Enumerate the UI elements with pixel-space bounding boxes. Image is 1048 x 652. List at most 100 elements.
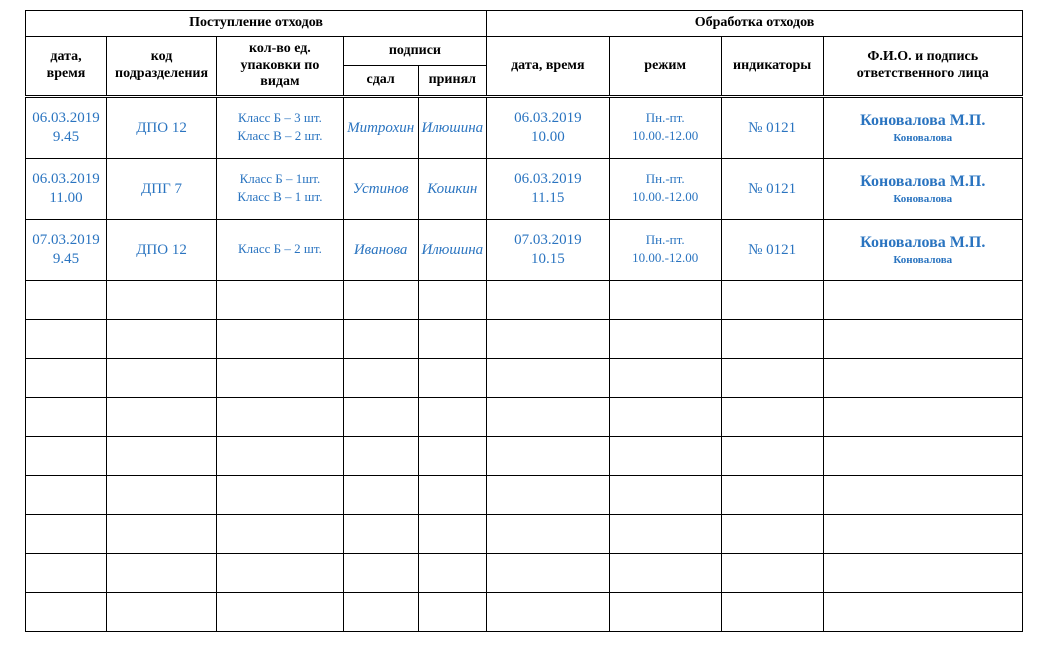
empty-cell: [343, 437, 418, 476]
cell-dept: ДПО 12: [107, 220, 217, 281]
table-row: 07.03.2019 9.45ДПО 12Класс Б – 2 шт.Иван…: [26, 220, 1023, 281]
empty-cell: [609, 476, 721, 515]
table-body: 06.03.2019 9.45ДПО 12Класс Б – 3 шт. Кла…: [26, 97, 1023, 632]
empty-cell: [721, 515, 823, 554]
cell-proc-date: 07.03.2019 10.15: [487, 220, 610, 281]
empty-cell: [721, 398, 823, 437]
empty-cell: [343, 281, 418, 320]
empty-cell: [217, 476, 344, 515]
cell-proc-date: 06.03.2019 10.00: [487, 97, 610, 159]
empty-cell: [721, 320, 823, 359]
cell-sig-took: Илюшина: [418, 220, 487, 281]
cell-in-date: 06.03.2019 11.00: [26, 159, 107, 220]
header-proc-date-time: дата, время: [487, 36, 610, 96]
cell-in-date: 07.03.2019 9.45: [26, 220, 107, 281]
cell-sig-took: Кошкин: [418, 159, 487, 220]
cell-indicator: № 0121: [721, 220, 823, 281]
cell-responsible: Коновалова М.П.Коновалова: [823, 159, 1022, 220]
cell-packs: Класс Б – 3 шт. Класс В – 2 шт.: [217, 97, 344, 159]
cell-indicator: № 0121: [721, 159, 823, 220]
cell-sig-gave: Митрохин: [343, 97, 418, 159]
empty-cell: [343, 320, 418, 359]
cell-sig-took: Илюшина: [418, 97, 487, 159]
empty-cell: [487, 515, 610, 554]
cell-indicator: № 0121: [721, 97, 823, 159]
empty-cell: [107, 398, 217, 437]
empty-cell: [107, 320, 217, 359]
empty-cell: [823, 398, 1022, 437]
empty-cell: [107, 281, 217, 320]
empty-cell: [609, 554, 721, 593]
empty-cell: [26, 476, 107, 515]
header-section-incoming: Поступление отходов: [26, 11, 487, 37]
empty-cell: [418, 359, 487, 398]
empty-cell: [343, 515, 418, 554]
empty-cell: [823, 593, 1022, 632]
empty-cell: [343, 398, 418, 437]
empty-cell: [721, 554, 823, 593]
empty-cell: [609, 515, 721, 554]
empty-cell: [609, 398, 721, 437]
empty-cell: [217, 437, 344, 476]
header-sig-gave: сдал: [343, 66, 418, 97]
empty-cell: [487, 398, 610, 437]
empty-cell: [721, 359, 823, 398]
empty-cell: [823, 359, 1022, 398]
table-row: [26, 515, 1023, 554]
empty-cell: [418, 320, 487, 359]
empty-cell: [487, 593, 610, 632]
empty-cell: [487, 320, 610, 359]
table-header: Поступление отходов Обработка отходов да…: [26, 11, 1023, 97]
empty-cell: [343, 476, 418, 515]
empty-cell: [418, 398, 487, 437]
cell-responsible: Коновалова М.П.Коновалова: [823, 220, 1022, 281]
empty-cell: [609, 437, 721, 476]
empty-cell: [823, 281, 1022, 320]
cell-dept: ДПГ 7: [107, 159, 217, 220]
empty-cell: [343, 359, 418, 398]
empty-cell: [107, 515, 217, 554]
header-section-processing: Обработка отходов: [487, 11, 1023, 37]
header-package-counts: кол-во ед. упаковки по видам: [217, 36, 344, 96]
empty-cell: [487, 554, 610, 593]
empty-cell: [418, 437, 487, 476]
empty-cell: [823, 554, 1022, 593]
empty-cell: [721, 437, 823, 476]
cell-proc-date: 06.03.2019 11.15: [487, 159, 610, 220]
empty-cell: [107, 593, 217, 632]
table-row: [26, 476, 1023, 515]
empty-cell: [823, 437, 1022, 476]
empty-cell: [343, 554, 418, 593]
empty-cell: [26, 515, 107, 554]
header-indicators: индикаторы: [721, 36, 823, 96]
empty-cell: [26, 554, 107, 593]
cell-dept: ДПО 12: [107, 97, 217, 159]
empty-cell: [823, 320, 1022, 359]
empty-cell: [418, 515, 487, 554]
empty-cell: [418, 593, 487, 632]
header-signatures: подписи: [343, 36, 486, 66]
table-row: [26, 281, 1023, 320]
empty-cell: [721, 593, 823, 632]
empty-cell: [26, 593, 107, 632]
empty-cell: [487, 437, 610, 476]
empty-cell: [217, 593, 344, 632]
cell-sig-gave: Устинов: [343, 159, 418, 220]
table-row: [26, 437, 1023, 476]
empty-cell: [487, 476, 610, 515]
empty-cell: [609, 359, 721, 398]
header-mode: режим: [609, 36, 721, 96]
cell-mode: Пн.-пт. 10.00.-12.00: [609, 97, 721, 159]
empty-cell: [217, 320, 344, 359]
empty-cell: [26, 398, 107, 437]
cell-mode: Пн.-пт. 10.00.-12.00: [609, 220, 721, 281]
table-row: [26, 398, 1023, 437]
empty-cell: [217, 554, 344, 593]
empty-cell: [609, 281, 721, 320]
table-row: [26, 320, 1023, 359]
cell-mode: Пн.-пт. 10.00.-12.00: [609, 159, 721, 220]
empty-cell: [217, 515, 344, 554]
table-row: 06.03.2019 11.00ДПГ 7Класс Б – 1шт. Клас…: [26, 159, 1023, 220]
table-row: [26, 359, 1023, 398]
empty-cell: [107, 437, 217, 476]
